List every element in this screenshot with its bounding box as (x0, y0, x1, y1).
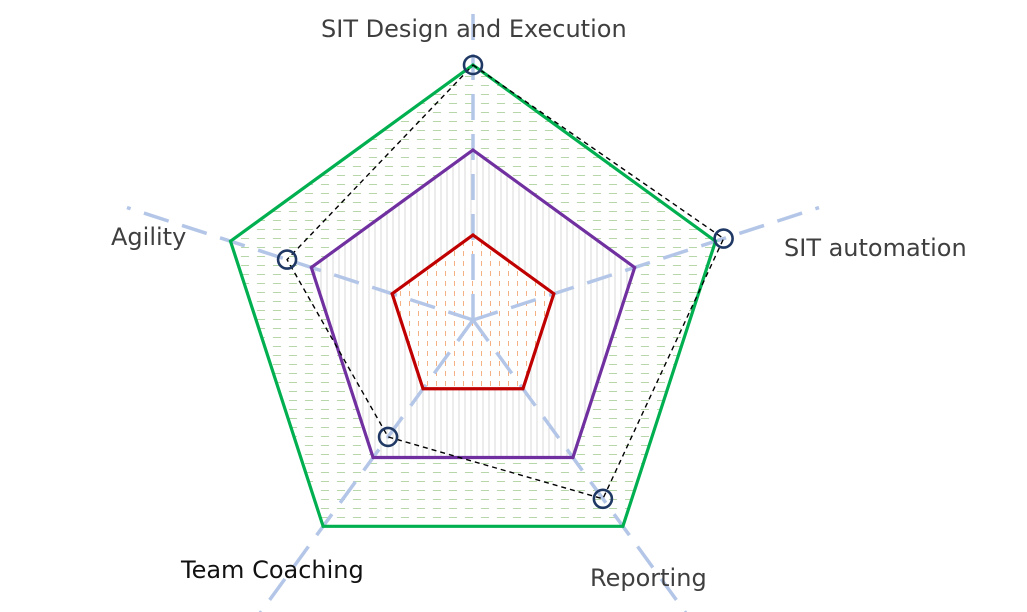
axis-spoke-3 (258, 318, 475, 612)
category-label-agility: Agility (111, 223, 187, 251)
category-label-sit-automation: SIT automation (784, 234, 967, 262)
category-label-reporting: Reporting (590, 564, 707, 592)
series-marker-0 (462, 54, 484, 76)
series-line-0 (390, 233, 556, 391)
category-label-sit-design: SIT Design and Execution (321, 15, 627, 43)
series-marker-3 (377, 426, 399, 448)
series-marker-1 (713, 228, 734, 249)
series-marker-2 (592, 488, 614, 510)
series-line-dashed (286, 64, 725, 500)
category-label-team-coaching: Team Coaching (181, 556, 364, 584)
axis-spoke-4 (126, 205, 474, 322)
axis-spoke-1 (472, 205, 820, 322)
series-marker-4 (276, 249, 298, 270)
axis-spoke-2 (471, 318, 688, 612)
series-line-2 (228, 63, 718, 528)
series-line-1 (309, 148, 637, 460)
